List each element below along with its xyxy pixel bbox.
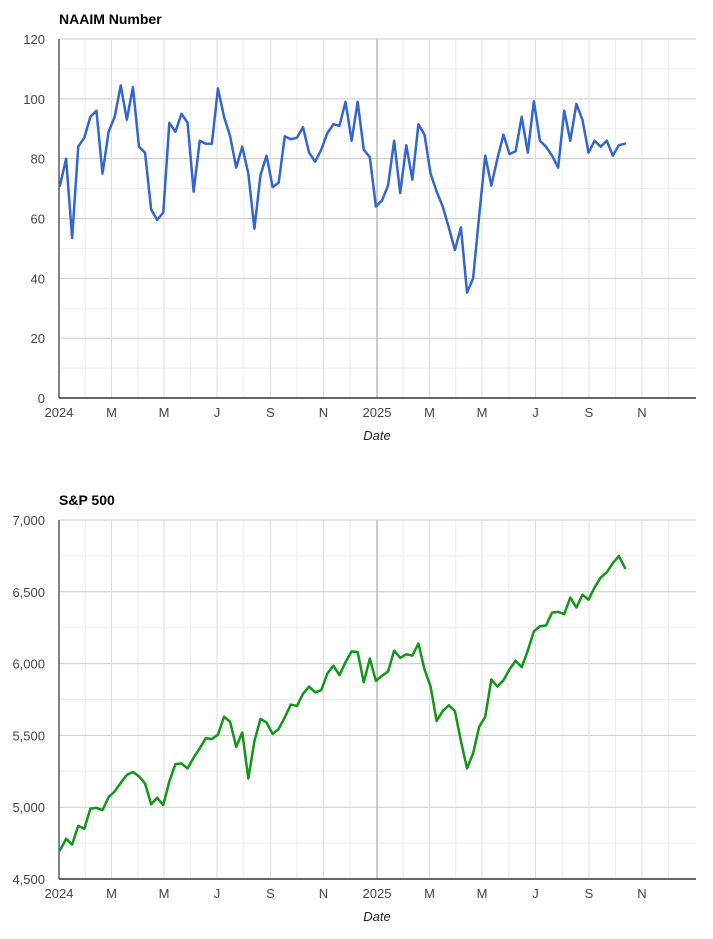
naaim-x-tick-label: J bbox=[532, 405, 539, 420]
sp500-x-ticks: 2024 M M J S N 2025 M M J S N bbox=[45, 886, 647, 901]
sp500-x-tick-label: J bbox=[214, 886, 221, 901]
sp500-x-tick-label: 2025 bbox=[363, 886, 392, 901]
naaim-x-axis-title: Date bbox=[363, 428, 390, 443]
naaim-y-tick-label: 60 bbox=[31, 212, 45, 227]
sp500-y-tick-label: 6,000 bbox=[12, 657, 45, 672]
naaim-x-tick-label: M bbox=[424, 405, 435, 420]
naaim-y-tick-label: 120 bbox=[23, 32, 45, 47]
sp500-x-tick-label: M bbox=[424, 886, 435, 901]
sp500-x-tick-label: S bbox=[585, 886, 594, 901]
sp500-x-tick-label: M bbox=[159, 886, 170, 901]
naaim-y-ticks: 0 20 40 60 80 100 120 bbox=[23, 32, 45, 406]
sp500-x-tick-label: N bbox=[637, 886, 646, 901]
naaim-x-tick-label: S bbox=[585, 405, 594, 420]
sp500-y-ticks: 4,500 5,000 5,500 6,000 6,500 7,000 bbox=[12, 513, 45, 887]
sp500-minor-grid bbox=[59, 520, 696, 879]
naaim-y-tick-label: 100 bbox=[23, 92, 45, 107]
naaim-x-ticks: 2024 M M J S N 2025 M M J S N bbox=[45, 405, 647, 420]
sp500-y-tick-label: 4,500 bbox=[12, 872, 45, 887]
naaim-major-grid bbox=[58, 38, 696, 399]
sp500-y-tick-label: 5,500 bbox=[12, 728, 45, 743]
sp500-x-tick-label: S bbox=[266, 886, 275, 901]
naaim-x-tick-label: N bbox=[319, 405, 328, 420]
sp500-major-grid bbox=[58, 519, 696, 880]
sp500-y-tick-label: 6,500 bbox=[12, 585, 45, 600]
naaim-x-tick-label: S bbox=[266, 405, 275, 420]
sp500-x-axis-title: Date bbox=[363, 909, 390, 924]
sp500-chart: S&P 500 4,500 5,000 5,500 6,000 6,500 7,000 2… bbox=[12, 492, 696, 924]
sp500-x-tick-label: M bbox=[106, 886, 117, 901]
naaim-x-tick-label: M bbox=[159, 405, 170, 420]
sp500-x-tick-label: 2024 bbox=[45, 886, 74, 901]
naaim-x-tick-label: M bbox=[106, 405, 117, 420]
naaim-x-tick-label: M bbox=[477, 405, 488, 420]
naaim-x-tick-label: N bbox=[637, 405, 646, 420]
naaim-chart-title: NAAIM Number bbox=[59, 11, 162, 27]
naaim-y-tick-label: 40 bbox=[31, 271, 45, 286]
sp500-x-tick-label: N bbox=[319, 886, 328, 901]
naaim-x-tick-label: 2025 bbox=[363, 405, 392, 420]
sp500-x-tick-label: M bbox=[477, 886, 488, 901]
naaim-y-tick-label: 20 bbox=[31, 331, 45, 346]
sp500-y-tick-label: 7,000 bbox=[12, 513, 45, 528]
naaim-x-tick-label: 2024 bbox=[45, 405, 74, 420]
sp500-x-tick-label: J bbox=[532, 886, 539, 901]
naaim-y-tick-label: 0 bbox=[38, 391, 45, 406]
naaim-y-tick-label: 80 bbox=[31, 152, 45, 167]
naaim-x-tick-label: J bbox=[214, 405, 221, 420]
sp500-chart-title: S&P 500 bbox=[59, 492, 115, 508]
sp500-y-tick-label: 5,000 bbox=[12, 800, 45, 815]
naaim-series-line bbox=[58, 84, 627, 294]
sp500-series-line bbox=[58, 554, 627, 852]
